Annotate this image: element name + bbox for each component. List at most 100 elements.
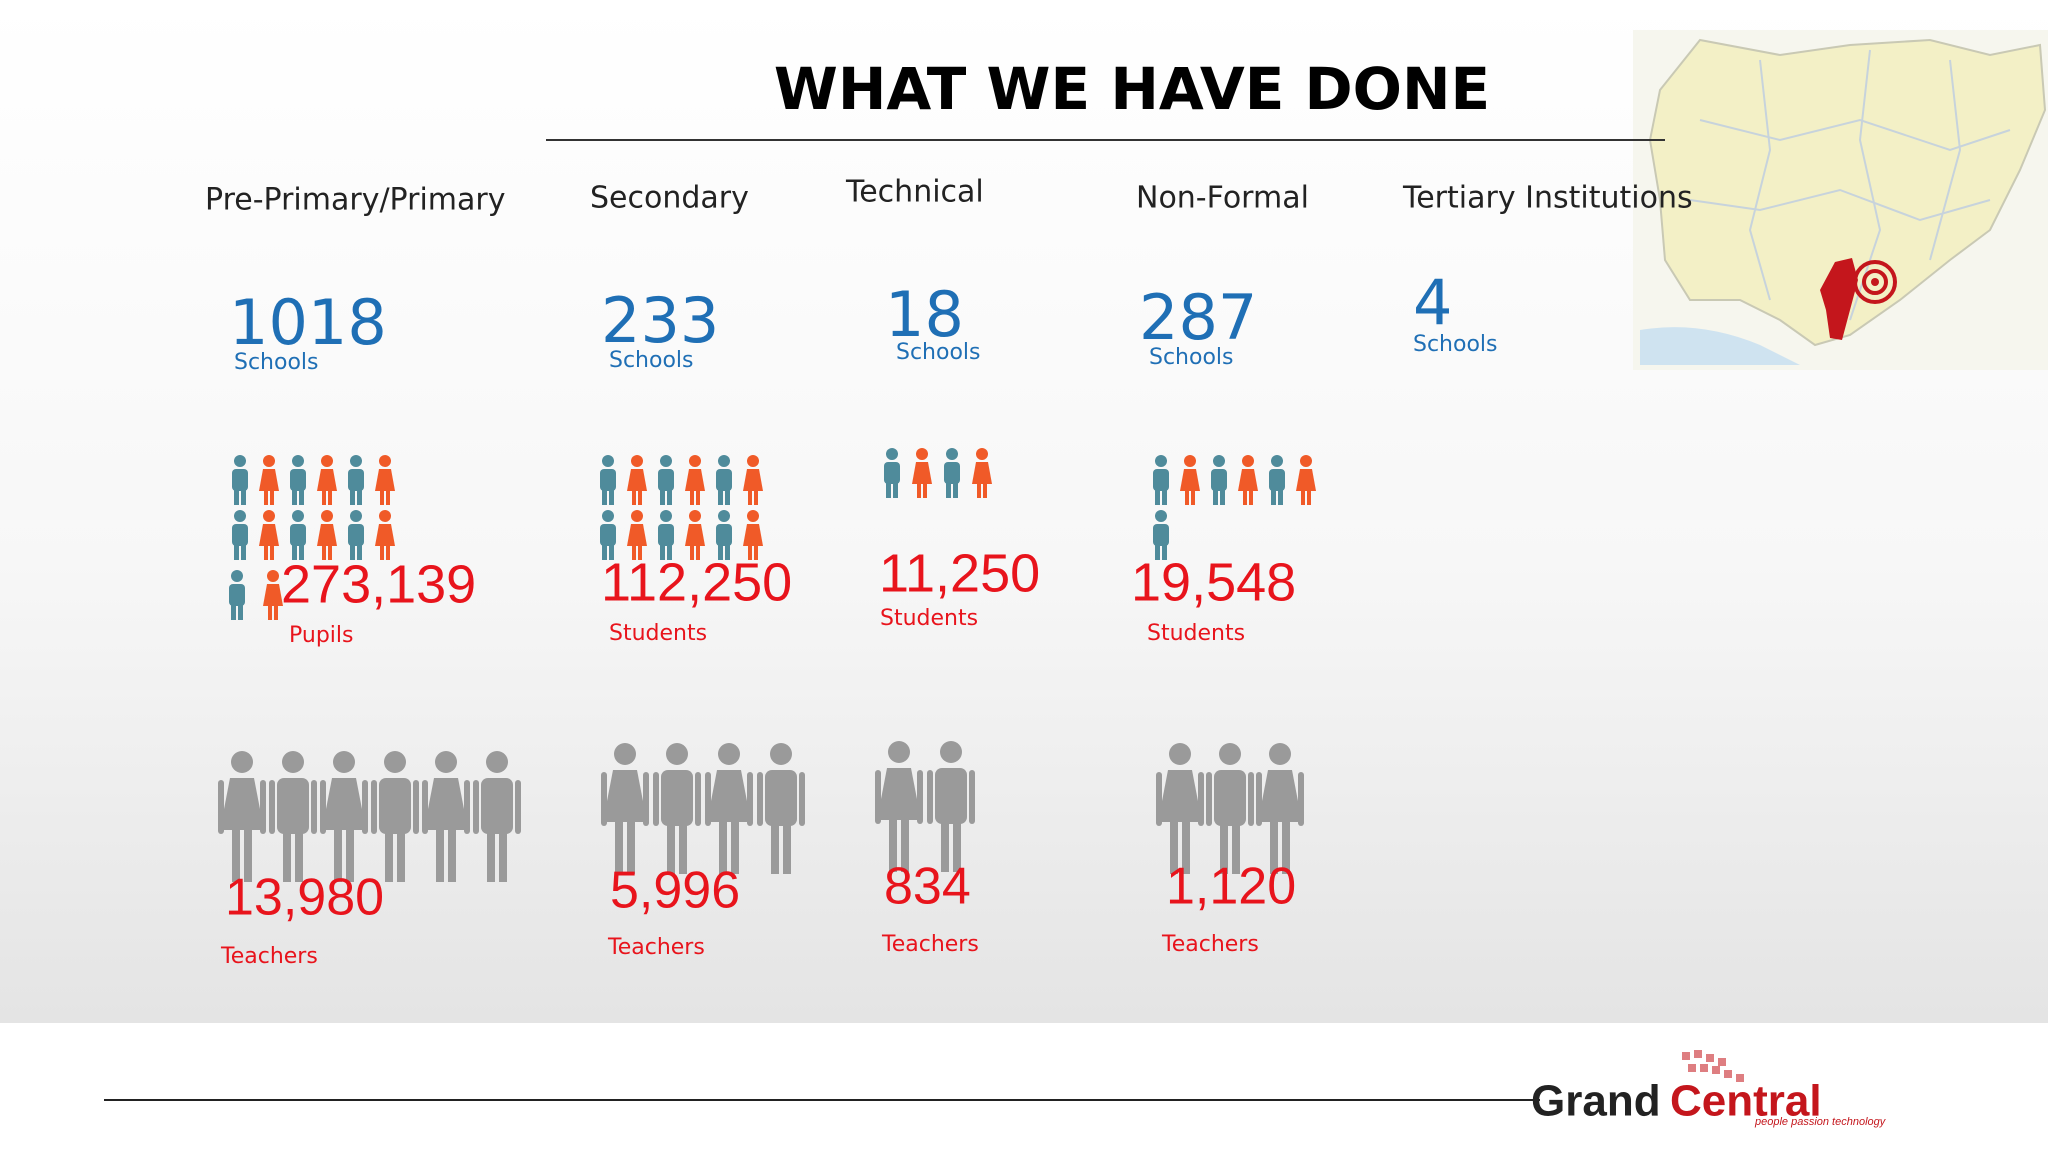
icon-legs (1270, 822, 1278, 874)
icon-body (658, 469, 674, 491)
teachers-count: 5,996 (610, 862, 740, 920)
icon-head (886, 448, 898, 460)
icon-arm (515, 780, 521, 834)
icon-legs (690, 491, 694, 505)
icon-head (1219, 743, 1241, 765)
icon-body (944, 462, 960, 484)
icon-body (707, 770, 751, 822)
icon-legs (731, 822, 739, 874)
icon-legs (386, 491, 390, 505)
icon-body (603, 770, 647, 822)
student-icon (259, 510, 279, 560)
icon-arm (643, 772, 649, 826)
students-count: 112,250 (601, 552, 792, 612)
icon-head (976, 448, 988, 460)
icon-arm (705, 772, 711, 826)
icon-body (1153, 524, 1169, 546)
icon-head (946, 448, 958, 460)
icon-body (481, 778, 513, 834)
icon-arm (875, 770, 881, 824)
icon-legs (350, 544, 355, 560)
icon-head (1169, 743, 1191, 765)
icon-body (259, 469, 279, 491)
schools-count: 233 (601, 284, 719, 357)
icon-legs (754, 546, 758, 560)
icon-body (232, 524, 248, 546)
icon-arm (927, 770, 933, 824)
column-heading: Tertiary Institutions (1402, 181, 1693, 216)
column-heading: Technical (845, 175, 984, 210)
icon-legs (1155, 489, 1160, 505)
icon-legs (627, 822, 635, 874)
icon-legs (1182, 822, 1190, 874)
icon-arm (371, 780, 377, 834)
icon-legs (1232, 822, 1240, 874)
icon-body (1238, 469, 1258, 491)
icon-legs (679, 822, 687, 874)
student-icon (743, 455, 763, 505)
teacher-icon (422, 751, 470, 882)
student-icon (232, 455, 248, 505)
icon-legs (660, 489, 665, 505)
icon-arm (969, 770, 975, 824)
student-icon (658, 455, 674, 505)
icon-legs (1301, 491, 1305, 505)
schools-label: Schools (234, 350, 319, 375)
icon-arm (747, 772, 753, 826)
icon-body (277, 778, 309, 834)
icon-head (747, 510, 759, 522)
icon-arm (311, 780, 317, 834)
teacher-icon (269, 751, 317, 882)
student-icon (263, 570, 283, 620)
icon-legs (487, 830, 495, 882)
title: WHAT WE HAVE DONE (774, 55, 1490, 123)
icon-legs (350, 489, 355, 505)
teacher-icon (1156, 743, 1204, 874)
icon-arm (1206, 772, 1212, 826)
student-icon (743, 510, 763, 560)
icon-body (348, 469, 364, 491)
teacher-icon (705, 743, 753, 874)
teacher-icon (473, 751, 521, 882)
icon-legs (1307, 491, 1311, 505)
icon-legs (322, 546, 326, 560)
icon-head (435, 751, 457, 773)
icon-legs (234, 544, 239, 560)
icon-legs (719, 822, 727, 874)
icon-legs (748, 546, 752, 560)
icon-arm (320, 780, 326, 834)
student-icon (685, 510, 705, 560)
icon-body (229, 584, 245, 606)
icon-arm (653, 772, 659, 826)
icon-head (916, 448, 928, 460)
icon-body (716, 469, 732, 491)
students-label: Students (1147, 621, 1245, 646)
icon-body (1158, 770, 1202, 822)
teacher-icon (1206, 743, 1254, 874)
icon-legs (386, 546, 390, 560)
teacher-icon (1256, 743, 1304, 874)
icon-arm (757, 772, 763, 826)
icon-head (267, 570, 279, 582)
icon-head (1300, 455, 1312, 467)
logo-part2: Central (1670, 1077, 1822, 1126)
schools-count: 287 (1139, 281, 1257, 354)
icon-legs (380, 546, 384, 560)
icon-legs (983, 484, 987, 498)
icon-legs (241, 544, 246, 560)
student-icon (1211, 455, 1227, 505)
icon-arm (218, 780, 224, 834)
icon-arm (464, 780, 470, 834)
icon-head (614, 743, 636, 765)
icon-legs (299, 489, 304, 505)
student-icon (972, 448, 992, 498)
icon-body (972, 462, 992, 484)
students-count: 273,139 (281, 554, 476, 614)
student-icon (627, 455, 647, 505)
icon-head (666, 743, 688, 765)
student-icon (290, 510, 306, 560)
icon-head (231, 570, 243, 582)
icon-body (661, 770, 693, 826)
